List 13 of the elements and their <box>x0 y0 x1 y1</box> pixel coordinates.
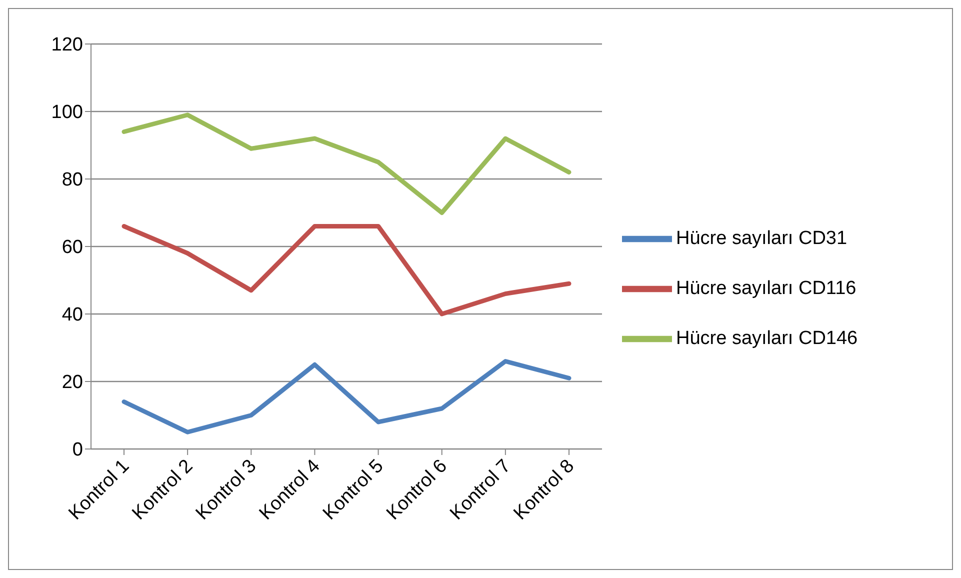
legend-label: Hücre sayıları CD31 <box>676 228 848 250</box>
legend-label: Hücre sayıları CD146 <box>676 328 858 350</box>
line-series <box>122 224 572 316</box>
line-series <box>122 359 572 434</box>
y-tick-label: 40 <box>62 304 83 326</box>
y-tick-label: 0 <box>72 440 83 461</box>
line-series <box>122 112 572 215</box>
y-tick-label: 20 <box>62 372 83 394</box>
y-tick-label: 120 <box>51 34 83 56</box>
y-tick-label: 60 <box>62 237 83 258</box>
y-tick-label: 100 <box>51 102 83 124</box>
legend-label: Hücre sayıları CD116 <box>676 278 856 300</box>
y-tick-label: 80 <box>62 170 83 191</box>
